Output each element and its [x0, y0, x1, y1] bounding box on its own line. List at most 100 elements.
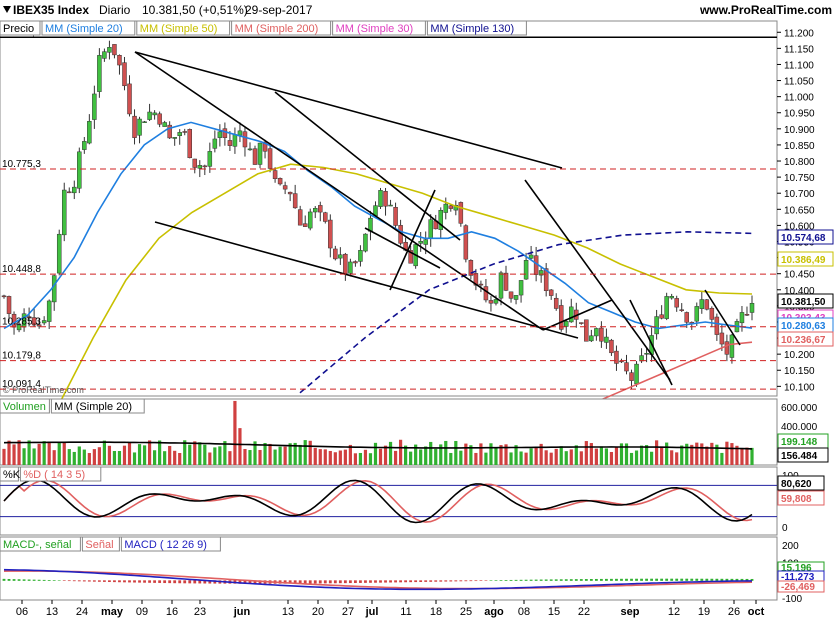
x-axis-label: 15 [548, 606, 560, 618]
legend-box[interactable] [0, 536, 81, 552]
legend-box[interactable] [50, 398, 145, 414]
value-tag [777, 447, 829, 463]
volume-bar [52, 450, 56, 465]
x-axis-label: 27 [342, 606, 354, 618]
candle [31, 317, 37, 326]
macd-histogram-bar [469, 580, 473, 582]
candle [488, 300, 494, 304]
macd-histogram-bar [22, 579, 26, 581]
legend-box[interactable] [19, 466, 102, 482]
macd-histogram-bar [499, 580, 503, 581]
volume-bar [258, 449, 262, 465]
macd-histogram-bar [635, 578, 638, 581]
volume-bar [213, 447, 217, 465]
value-tag-text: 156.484 [781, 451, 818, 462]
x-axis-label: 06 [16, 606, 28, 618]
volume-bar [559, 446, 563, 465]
macd-histogram-bar [32, 579, 36, 581]
candle [82, 141, 87, 150]
volume-bar [469, 445, 473, 465]
legend-box[interactable] [0, 398, 50, 414]
stoch-axis-label: 0 [782, 523, 788, 534]
volume-bar [102, 440, 107, 465]
macd-histogram-bar [715, 578, 719, 581]
candle [157, 113, 162, 125]
volume-bar [112, 450, 117, 465]
macd-histogram-bar [625, 578, 628, 581]
macd-histogram-bar [494, 580, 498, 581]
macd-histogram-bar [509, 579, 513, 581]
x-axis-label: 09 [136, 606, 148, 618]
volume-bar [649, 451, 654, 465]
volume-bar [303, 440, 307, 465]
candle [579, 322, 584, 324]
volume-bar [409, 451, 413, 465]
macd-histogram-bar [444, 580, 448, 582]
volume-bar [514, 445, 518, 465]
candle [543, 268, 549, 291]
value-tag-text: -26,469 [781, 582, 815, 593]
header-instrument: IBEX35 Index [13, 3, 89, 17]
header-last: 10.381,50 (+0,51%) [142, 3, 248, 17]
legend-box[interactable] [81, 536, 120, 552]
macd-histogram-bar [323, 580, 327, 584]
trend-line [389, 189, 436, 291]
candle [297, 209, 303, 226]
macd-histogram-bar [615, 578, 618, 581]
legend-item: MACD ( 12 26 9) [124, 539, 207, 551]
legend-box[interactable] [332, 20, 426, 36]
volume-bar [268, 443, 272, 465]
volume-bar [122, 445, 127, 465]
macd-histogram-bar [238, 580, 242, 584]
trend-line [629, 299, 673, 386]
macd-histogram-bar [474, 580, 478, 582]
price-axis-label: 11.150 [784, 44, 814, 55]
macd-histogram-bar [534, 579, 538, 581]
legend-box[interactable] [426, 20, 527, 36]
macd-histogram-bar [725, 578, 729, 581]
volume-bar [293, 442, 297, 465]
header-period: Diario [99, 3, 131, 17]
legend-box[interactable] [41, 20, 136, 36]
volume-bar [147, 440, 152, 465]
candle [528, 254, 534, 259]
volume-bar [529, 448, 533, 465]
candle [634, 363, 639, 385]
volume-bar [685, 443, 689, 465]
level-label: 10.775,3 [2, 159, 41, 170]
legend-box[interactable] [120, 536, 221, 552]
volume-bar [539, 443, 543, 465]
volume-bar [198, 442, 202, 465]
volume-bar [690, 444, 694, 465]
volume-bar [183, 440, 187, 465]
candle [589, 335, 594, 342]
volume-bar [168, 445, 172, 465]
legend-item: %K [3, 469, 21, 481]
volume-bar [383, 445, 388, 465]
volume-bar [348, 444, 352, 465]
sma130-line [299, 230, 753, 394]
header-triangle-icon[interactable] [3, 6, 11, 13]
volume-bar [589, 443, 593, 465]
legend-box[interactable] [231, 20, 332, 36]
macd-histogram-bar [308, 580, 312, 584]
volume-bar [313, 447, 317, 465]
x-axis-label: 23 [194, 606, 206, 618]
macd-histogram-bar [529, 579, 533, 581]
macd-histogram-bar [359, 580, 362, 583]
price-axis-label: 10.100 [784, 382, 815, 393]
candle [152, 112, 157, 116]
macd-signal-line [3, 570, 753, 590]
legend-box[interactable] [136, 20, 231, 36]
volume-bar [579, 451, 583, 465]
legend-item: MM (Simple 200) [235, 23, 319, 35]
candle [644, 353, 649, 355]
candle [584, 319, 589, 342]
level-label: 10.091,4 [2, 379, 41, 390]
macd-histogram-bar [594, 578, 598, 581]
volume-bar [243, 448, 247, 465]
volume-bar [288, 443, 292, 465]
legend-box[interactable] [0, 466, 19, 482]
value-tag [777, 490, 825, 506]
